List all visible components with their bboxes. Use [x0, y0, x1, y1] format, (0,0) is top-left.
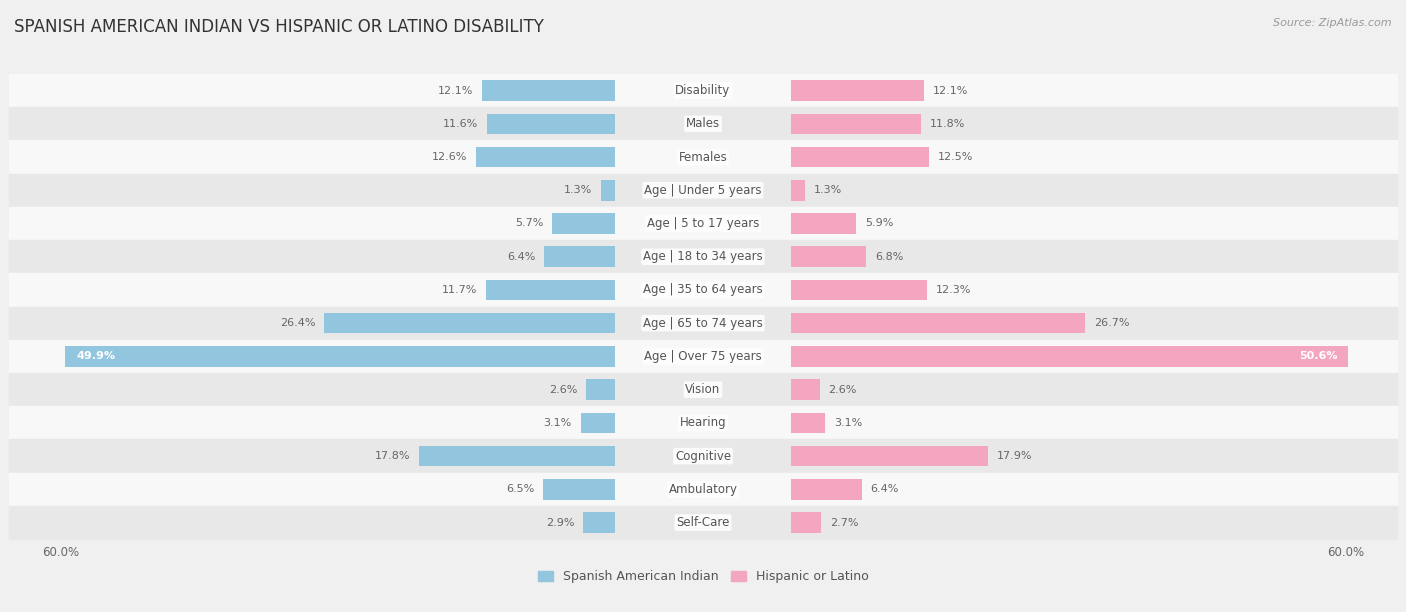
Text: Age | 35 to 64 years: Age | 35 to 64 years: [643, 283, 763, 296]
Bar: [10, 472, 1396, 506]
Text: Vision: Vision: [685, 383, 721, 396]
Text: Hearing: Hearing: [679, 416, 727, 430]
Bar: [792, 180, 806, 201]
Bar: [477, 147, 614, 167]
Bar: [419, 446, 614, 466]
Bar: [10, 373, 1396, 406]
Bar: [10, 307, 1396, 340]
Text: Ambulatory: Ambulatory: [668, 483, 738, 496]
Bar: [10, 340, 1396, 373]
Text: 60.0%: 60.0%: [42, 547, 79, 559]
Text: 6.8%: 6.8%: [875, 252, 903, 262]
Bar: [10, 240, 1396, 274]
Bar: [792, 147, 929, 167]
Bar: [553, 213, 614, 234]
Bar: [10, 174, 1396, 207]
Text: 17.8%: 17.8%: [374, 451, 411, 461]
Bar: [792, 213, 856, 234]
Bar: [792, 113, 921, 134]
Bar: [583, 512, 614, 533]
Text: 2.6%: 2.6%: [550, 384, 578, 395]
Text: Self-Care: Self-Care: [676, 516, 730, 529]
Bar: [792, 512, 821, 533]
Bar: [482, 80, 614, 101]
Text: Age | 65 to 74 years: Age | 65 to 74 years: [643, 316, 763, 330]
Legend: Spanish American Indian, Hispanic or Latino: Spanish American Indian, Hispanic or Lat…: [533, 565, 873, 588]
Text: Age | 18 to 34 years: Age | 18 to 34 years: [643, 250, 763, 263]
Text: 1.3%: 1.3%: [814, 185, 842, 195]
Text: Age | 5 to 17 years: Age | 5 to 17 years: [647, 217, 759, 230]
Text: 11.8%: 11.8%: [929, 119, 966, 129]
Bar: [10, 406, 1396, 439]
Bar: [543, 479, 614, 499]
Text: 6.5%: 6.5%: [506, 484, 534, 494]
Text: Age | Under 5 years: Age | Under 5 years: [644, 184, 762, 197]
Bar: [792, 446, 988, 466]
Text: 26.7%: 26.7%: [1094, 318, 1129, 328]
Bar: [10, 107, 1396, 140]
Text: 11.7%: 11.7%: [441, 285, 477, 295]
Text: 12.1%: 12.1%: [437, 86, 472, 95]
Text: 1.3%: 1.3%: [564, 185, 592, 195]
Bar: [486, 280, 614, 300]
Bar: [581, 412, 614, 433]
Bar: [792, 80, 924, 101]
Bar: [600, 180, 614, 201]
Text: Disability: Disability: [675, 84, 731, 97]
Bar: [544, 247, 614, 267]
Bar: [486, 113, 614, 134]
Bar: [325, 313, 614, 334]
Bar: [10, 506, 1396, 539]
Text: 12.5%: 12.5%: [938, 152, 973, 162]
Text: Cognitive: Cognitive: [675, 450, 731, 463]
Text: 2.9%: 2.9%: [546, 518, 574, 528]
Bar: [586, 379, 614, 400]
Text: 50.6%: 50.6%: [1299, 351, 1337, 362]
Text: 12.6%: 12.6%: [432, 152, 467, 162]
Text: SPANISH AMERICAN INDIAN VS HISPANIC OR LATINO DISABILITY: SPANISH AMERICAN INDIAN VS HISPANIC OR L…: [14, 18, 544, 36]
Text: 3.1%: 3.1%: [834, 418, 862, 428]
Bar: [792, 379, 820, 400]
Bar: [65, 346, 614, 367]
Bar: [792, 313, 1085, 334]
Bar: [792, 280, 927, 300]
Bar: [10, 439, 1396, 472]
Text: Females: Females: [679, 151, 727, 163]
Bar: [792, 247, 866, 267]
Bar: [10, 140, 1396, 174]
Bar: [792, 346, 1348, 367]
Bar: [792, 479, 862, 499]
Text: 11.6%: 11.6%: [443, 119, 478, 129]
Text: 12.1%: 12.1%: [934, 86, 969, 95]
Text: 26.4%: 26.4%: [280, 318, 315, 328]
Text: 60.0%: 60.0%: [1327, 547, 1364, 559]
Text: 12.3%: 12.3%: [935, 285, 970, 295]
Text: 5.7%: 5.7%: [515, 218, 543, 228]
Bar: [10, 274, 1396, 307]
Text: 6.4%: 6.4%: [870, 484, 898, 494]
Bar: [10, 74, 1396, 107]
Text: 6.4%: 6.4%: [508, 252, 536, 262]
Text: Age | Over 75 years: Age | Over 75 years: [644, 350, 762, 363]
Text: Source: ZipAtlas.com: Source: ZipAtlas.com: [1274, 18, 1392, 28]
Bar: [10, 207, 1396, 240]
Text: 2.7%: 2.7%: [830, 518, 858, 528]
Text: 49.9%: 49.9%: [76, 351, 115, 362]
Bar: [792, 412, 825, 433]
Text: 2.6%: 2.6%: [828, 384, 856, 395]
Text: 17.9%: 17.9%: [997, 451, 1032, 461]
Text: 5.9%: 5.9%: [865, 218, 893, 228]
Text: 3.1%: 3.1%: [544, 418, 572, 428]
Text: Males: Males: [686, 118, 720, 130]
